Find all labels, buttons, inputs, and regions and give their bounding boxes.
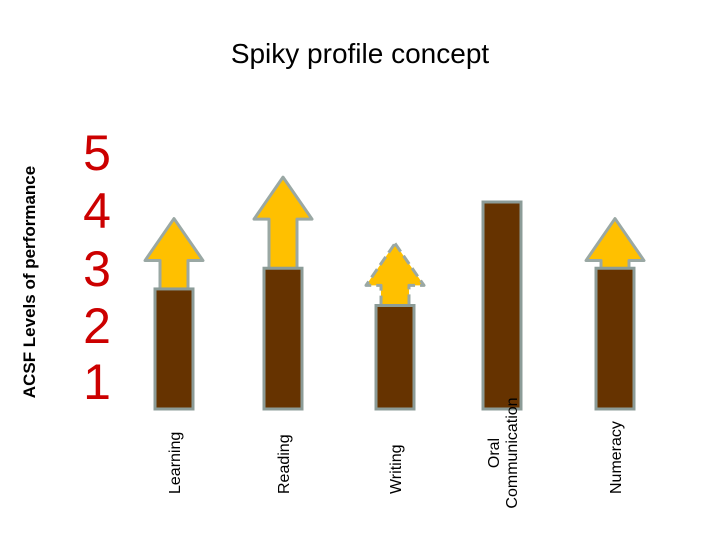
y-tick-label: 3 <box>83 241 111 297</box>
bar-oral-communication <box>481 200 523 411</box>
y-tick-label: 1 <box>83 354 111 410</box>
improvement-arrow <box>584 217 646 273</box>
x-category-label-line: Writing <box>388 445 405 495</box>
x-category-label-line: Numeracy <box>608 421 625 494</box>
bar-writing <box>374 304 416 411</box>
bar-reading <box>262 266 304 411</box>
y-tick-label: 2 <box>83 298 111 354</box>
x-category-label-line: Reading <box>276 434 293 494</box>
chart-title: Spiky profile concept <box>230 38 490 69</box>
y-tick-label: 4 <box>83 183 111 239</box>
improvement-arrow <box>364 241 426 310</box>
x-category-label-line: Learning <box>167 432 184 494</box>
x-category-label: Writing <box>388 445 405 495</box>
improvement-arrow <box>143 217 205 294</box>
x-category-label: Learning <box>167 432 184 494</box>
x-category-label: Numeracy <box>608 421 625 494</box>
bar-numeracy <box>594 266 636 411</box>
bar-learning <box>153 287 195 411</box>
x-category-label-line: Communication <box>504 397 521 508</box>
x-category-label-line: Oral <box>486 438 503 468</box>
x-category-label: Reading <box>276 434 293 494</box>
y-tick-label: 5 <box>83 125 111 181</box>
improvement-arrow <box>252 175 314 273</box>
x-category-label: Oral Communication <box>486 397 521 508</box>
